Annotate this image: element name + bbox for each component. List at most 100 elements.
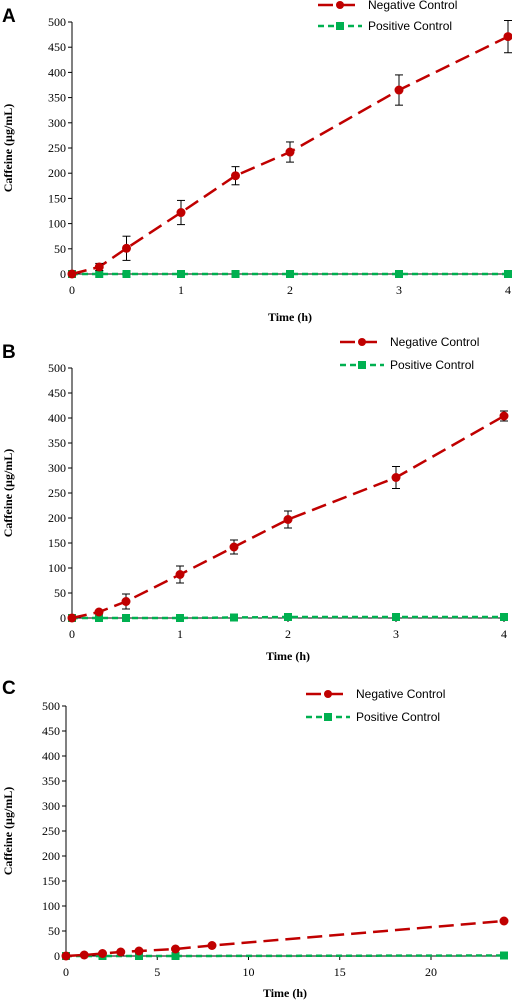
data-point-positive-control: [504, 270, 512, 278]
y-axis-title: Caffeine (µg/mL): [1, 104, 15, 193]
chart-panel-a: A 0 50 100 150 200 250 300 350 400 450 500 0 1 2 3 4 Time…: [1, 0, 512, 324]
x-tick-label: 1: [178, 283, 184, 297]
series-line-negative-control: [71, 35, 509, 276]
data-point-negative-control: [394, 85, 404, 95]
y-tick-label: 200: [48, 511, 66, 525]
legend: Negative Control Positive Control: [306, 687, 445, 724]
y-tick-label: 450: [42, 724, 60, 738]
data-point-positive-control: [284, 613, 292, 621]
x-tick-label: 1: [177, 627, 183, 641]
x-tick-label: 0: [69, 283, 75, 297]
data-point-negative-control: [499, 411, 509, 421]
y-tick-label: 0: [54, 949, 60, 963]
y-tick-label: 0: [60, 267, 66, 281]
data-point-positive-control: [286, 270, 294, 278]
y-tick-label: 150: [48, 536, 66, 550]
y-tick-label: 150: [42, 874, 60, 888]
data-point-negative-control: [121, 597, 131, 606]
data-point-negative-control: [499, 916, 509, 926]
chart-panel-c: C 0 50 100 150 200 250 300 350 400 450 500 0 5 10 15 20 T…: [1, 678, 509, 1000]
y-tick-label: 150: [48, 191, 66, 205]
legend: Negative Control Positive Control: [340, 335, 479, 372]
legend-marker-positive-control: [358, 361, 366, 369]
data-point-positive-control: [122, 614, 130, 622]
data-point-negative-control: [79, 950, 89, 960]
data-point-positive-control: [230, 613, 238, 622]
y-tick-label: 100: [48, 561, 66, 575]
x-axis-title: Time (h): [263, 986, 307, 1000]
data-point-positive-control: [171, 952, 180, 960]
y-tick-label: 0: [60, 611, 66, 625]
y-tick-label: 50: [48, 924, 60, 938]
x-tick-label: 20: [425, 965, 437, 979]
data-point-negative-control: [285, 147, 295, 157]
data-point-positive-control: [395, 270, 403, 278]
x-tick-label: 10: [243, 965, 255, 979]
y-tick-label: 200: [42, 849, 60, 863]
chart-panel-b: B 0 50 100 150 200 250 300 350 400 450 500 0 1 2 3 4 Time…: [1, 335, 509, 663]
data-point-negative-control: [176, 208, 186, 218]
data-point-negative-control: [122, 243, 131, 253]
y-tick-label: 400: [42, 749, 60, 763]
data-point-positive-control: [500, 613, 508, 621]
data-point-positive-control: [95, 270, 104, 278]
y-tick-label: 250: [48, 141, 66, 155]
x-tick-label: 3: [396, 283, 402, 297]
data-point-negative-control: [116, 947, 126, 957]
data-point-negative-control: [134, 946, 144, 956]
y-tick-label: 200: [48, 166, 66, 180]
legend-marker-negative-control: [336, 1, 344, 9]
data-point-negative-control: [231, 171, 240, 181]
panel-letter: C: [2, 678, 16, 699]
series-line-negative-control: [65, 919, 505, 958]
legend-marker-positive-control: [336, 22, 344, 30]
y-tick-label: 250: [48, 486, 66, 500]
data-point-negative-control: [67, 613, 77, 623]
y-tick-label: 400: [48, 65, 66, 79]
y-tick-label: 400: [48, 411, 66, 425]
panel-letter: B: [2, 342, 16, 363]
data-point-negative-control: [175, 570, 185, 579]
x-tick-label: 4: [505, 283, 511, 297]
data-point-positive-control: [392, 613, 400, 621]
legend-label-negative-control: Negative Control: [356, 687, 445, 701]
data-point-negative-control: [94, 607, 104, 617]
y-tick-label: 350: [42, 774, 60, 788]
y-tick-label: 300: [48, 116, 66, 130]
y-tick-label: 50: [54, 242, 66, 256]
legend-label-positive-control: Positive Control: [356, 710, 440, 724]
data-point-negative-control: [283, 515, 293, 524]
data-point-positive-control: [95, 614, 103, 622]
y-tick-label: 350: [48, 436, 66, 450]
y-tick-label: 350: [48, 91, 66, 105]
y-tick-label: 500: [48, 15, 66, 29]
x-axis-title: Time (h): [268, 310, 312, 324]
data-point-negative-control: [94, 262, 104, 272]
series-line-positive-control: [72, 615, 504, 620]
data-point-positive-control: [500, 951, 508, 960]
legend: Negative Control Positive Control: [318, 0, 457, 33]
legend-label-negative-control: Negative Control: [368, 0, 457, 12]
y-tick-label: 500: [48, 361, 66, 375]
data-point-negative-control: [171, 944, 180, 954]
y-tick-label: 250: [42, 824, 60, 838]
y-tick-label: 450: [48, 386, 66, 400]
data-point-negative-control: [391, 473, 401, 482]
panel-letter: A: [2, 6, 16, 27]
y-axis-title: Caffeine (µg/mL): [1, 449, 15, 538]
data-point-positive-control: [176, 614, 184, 622]
x-tick-label: 3: [393, 627, 399, 641]
data-point-positive-control: [135, 952, 143, 960]
legend-label-negative-control: Negative Control: [390, 335, 479, 349]
series-line-negative-control: [71, 414, 505, 620]
y-tick-label: 50: [54, 586, 66, 600]
y-tick-label: 300: [48, 461, 66, 475]
y-tick-label: 100: [48, 217, 66, 231]
x-tick-label: 15: [334, 965, 346, 979]
y-tick-label: 300: [42, 799, 60, 813]
legend-label-positive-control: Positive Control: [368, 19, 452, 33]
data-point-positive-control: [231, 270, 240, 278]
y-tick-label: 450: [48, 40, 66, 54]
x-tick-label: 4: [501, 627, 507, 641]
